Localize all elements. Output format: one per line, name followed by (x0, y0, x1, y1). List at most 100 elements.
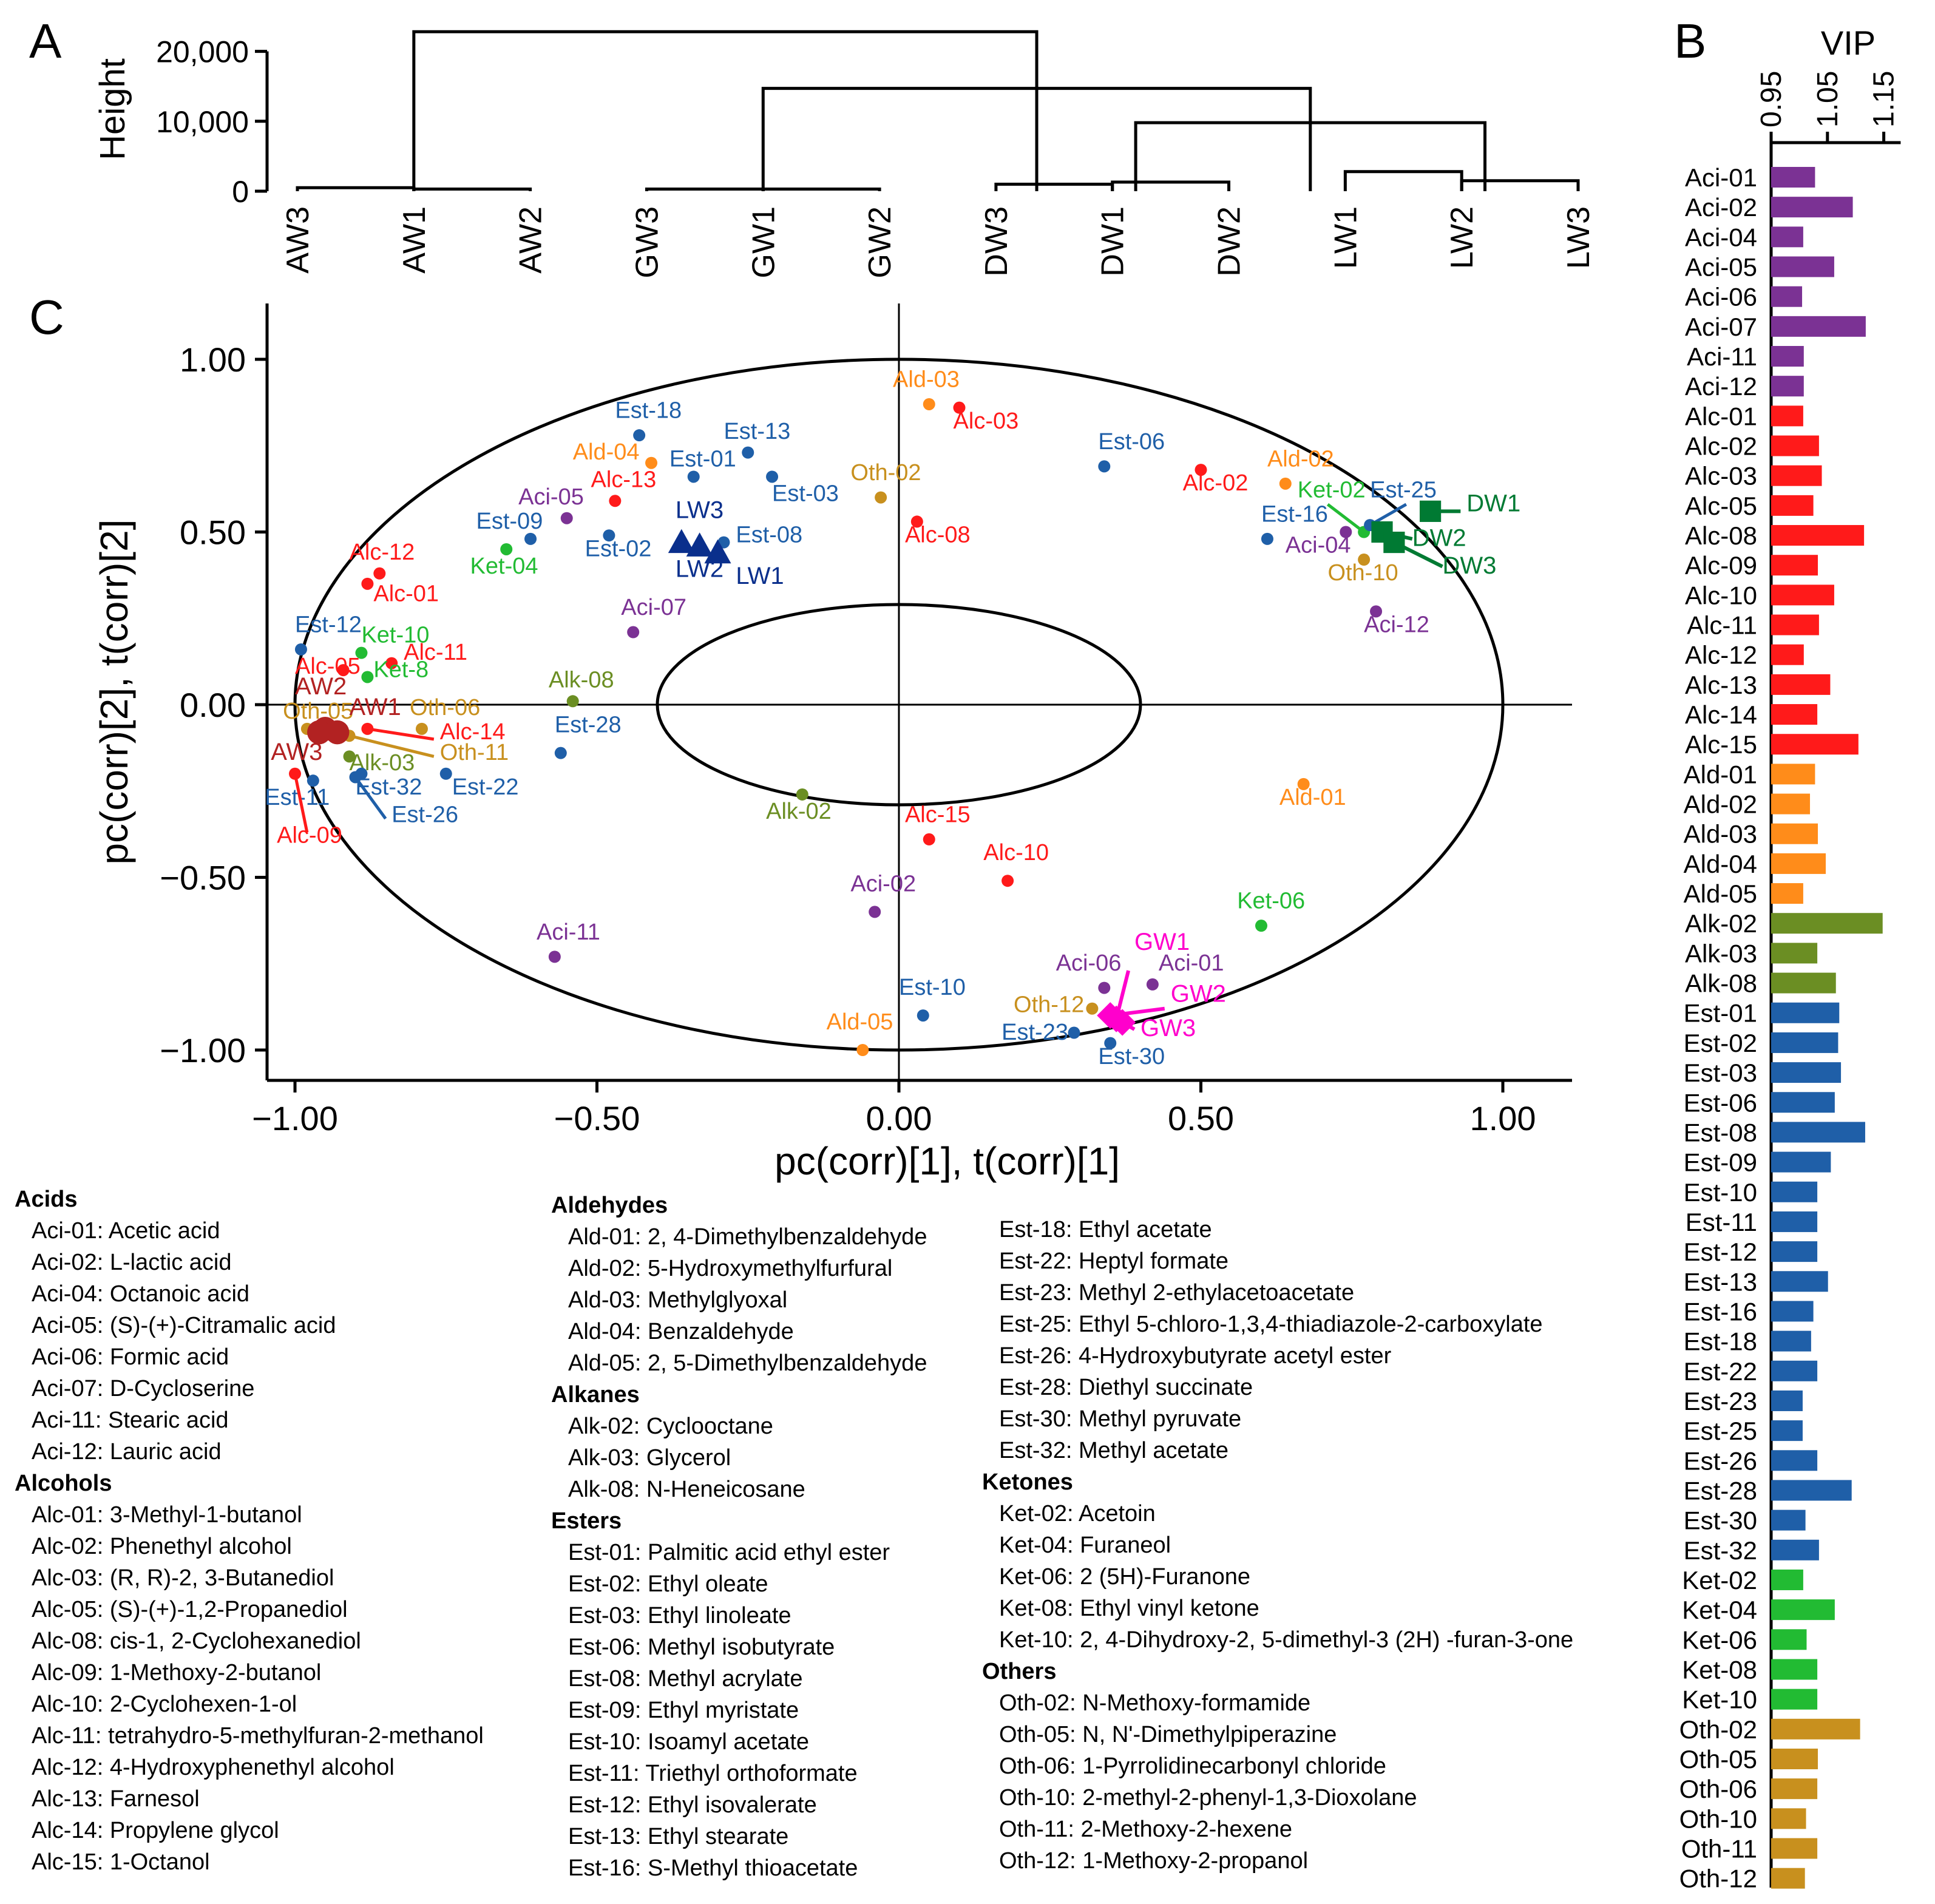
vip-category-label: Alc-14 (1685, 700, 1757, 729)
vip-bar (1771, 1002, 1840, 1023)
scatter-point (869, 906, 881, 918)
legend-item: Est-01: Palmitic acid ethyl ester (568, 1540, 890, 1565)
legend-item: Oth-10: 2-methyl-2-phenyl-1,3-Dioxolane (999, 1785, 1417, 1811)
vip-bar (1771, 614, 1819, 635)
sample-label: DW2 (1412, 524, 1466, 551)
sample-label: DW1 (1466, 490, 1520, 517)
scatter-point (1086, 1002, 1099, 1015)
legend-item: Ald-04: Benzaldehyde (568, 1319, 794, 1344)
scatter-point-label: Est-10 (899, 975, 966, 1000)
scatter-point-label: Est-08 (736, 523, 802, 548)
legend-item: Aci-04: Octanoic acid (32, 1281, 250, 1307)
scatter-point (910, 515, 923, 528)
vip-category-label: Est-03 (1684, 1059, 1757, 1087)
scatter-point-label: Alc-09 (277, 823, 342, 849)
vip-category-label: Est-26 (1684, 1446, 1757, 1475)
vip-bar (1771, 1599, 1835, 1621)
legend-item: Alc-10: 2-Cyclohexen-1-ol (32, 1692, 297, 1717)
vip-bar (1771, 1808, 1806, 1829)
sample-label: GW2 (1171, 980, 1226, 1007)
scatter-point (566, 695, 579, 708)
scatter-point (373, 567, 386, 580)
vip-bar (1771, 1271, 1828, 1292)
vip-bar (1771, 405, 1803, 427)
legend-item: Ket-06: 2 (5H)-Furanone (999, 1564, 1250, 1590)
dendro-branch (296, 186, 416, 191)
scatter-point-label: Ket-10 (361, 623, 429, 648)
dendro-leaf-label: LW3 (1561, 206, 1596, 269)
vip-tick-label: 1.05 (1812, 71, 1844, 127)
legend-item: Alc-15: 1-Octanol (32, 1849, 210, 1875)
scatter-point (1104, 1037, 1117, 1049)
vip-category-label: Ald-03 (1684, 820, 1757, 849)
dendro-y-axis-label: Height (93, 58, 132, 160)
vip-bar (1771, 1838, 1818, 1859)
legend-item: Oth-02: N-Methoxy-formamide (999, 1690, 1311, 1716)
scatter-point (923, 833, 935, 845)
dendro-branch (1343, 170, 1463, 191)
scatter-point-label: Aci-07 (621, 595, 686, 620)
vip-bar (1771, 1122, 1865, 1143)
sample-label: LW2 (676, 555, 724, 582)
vip-category-label: Est-09 (1684, 1148, 1757, 1177)
vip-category-label: Ald-04 (1684, 850, 1757, 878)
vip-bar (1771, 1539, 1819, 1560)
vip-category-label: Ket-04 (1682, 1596, 1757, 1624)
vip-bar (1771, 1301, 1814, 1322)
legend-item: Est-22: Heptyl formate (999, 1248, 1229, 1274)
legend-item: Est-06: Methyl isobutyrate (568, 1635, 835, 1660)
scatter-point-label: Aci-11 (537, 920, 600, 945)
dendro-leaf-label: AW3 (280, 206, 316, 274)
legend-item: Alc-01: 3-Methyl-1-butanol (32, 1502, 302, 1528)
dendro-leaf-label: DW3 (979, 206, 1014, 277)
legend-column-1: Acids Aci-01: Acetic acid Aci-02: L-lactic… (15, 1184, 484, 1878)
legend-group-heading: Acids (15, 1187, 78, 1212)
sample-marker (1420, 500, 1442, 522)
vip-bar (1771, 286, 1803, 307)
vip-bar (1771, 256, 1834, 277)
vip-bar (1771, 1360, 1818, 1381)
legend-item: Alc-02: Phenethyl alcohol (32, 1534, 292, 1559)
vip-category-label: Oth-11 (1681, 1834, 1757, 1863)
legend-item: Est-26: 4-Hydroxybutyrate acetyl ester (999, 1343, 1392, 1369)
scatter-point-label: Oth-02 (850, 460, 921, 486)
scatter-point (289, 767, 301, 780)
scatter-point-label: Est-23 (1001, 1020, 1068, 1045)
vip-category-label: Est-18 (1684, 1327, 1757, 1356)
scatter-x-tick-label: −1.00 (252, 1099, 338, 1137)
scatter-point-label: Est-13 (724, 419, 790, 444)
sample-marker (704, 539, 731, 564)
scatter-point-label: Ket-06 (1237, 889, 1305, 914)
scatter-point (917, 1009, 929, 1022)
vip-bar (1771, 1569, 1803, 1590)
scatter-point (548, 950, 561, 963)
scatter-point-label: Ald-02 (1267, 446, 1334, 472)
sample-label: LW3 (676, 497, 724, 524)
panel-label-c: C (29, 290, 64, 344)
scatter-point-label: Aci-02 (850, 871, 916, 896)
vip-bar (1771, 1092, 1835, 1113)
vip-bar (1771, 376, 1804, 397)
scatter-point (1279, 477, 1292, 490)
legend-item: Est-25: Ethyl 5-chloro-1,3,4-thiadiazole… (999, 1312, 1543, 1337)
vip-bar (1771, 972, 1836, 994)
scatter-point-label: Est-01 (669, 446, 736, 472)
scatter-point (633, 429, 646, 442)
vip-bar (1771, 704, 1818, 725)
vip-category-label: Alk-02 (1685, 909, 1757, 938)
scatter-point-label: Alc-11 (404, 640, 467, 665)
scatter-point (856, 1044, 869, 1056)
legend-item: Alk-08: N-Heneicosane (568, 1477, 805, 1502)
scatter-point-label: Est-32 (356, 774, 422, 800)
scatter-point (1001, 875, 1014, 887)
scatter-point (1297, 778, 1310, 790)
vip-category-label: Ket-08 (1682, 1655, 1757, 1684)
scatter-point (796, 788, 808, 801)
sample-marker (686, 532, 713, 557)
legend-item: Est-11: Triethyl orthoformate (568, 1761, 858, 1786)
vip-bar (1771, 734, 1859, 755)
dendro-branch (412, 188, 532, 191)
scatter-leader-line (1326, 503, 1365, 534)
scatter-point-label: Oth-11 (440, 740, 509, 765)
dendro-leaf-label: AW2 (513, 206, 549, 274)
